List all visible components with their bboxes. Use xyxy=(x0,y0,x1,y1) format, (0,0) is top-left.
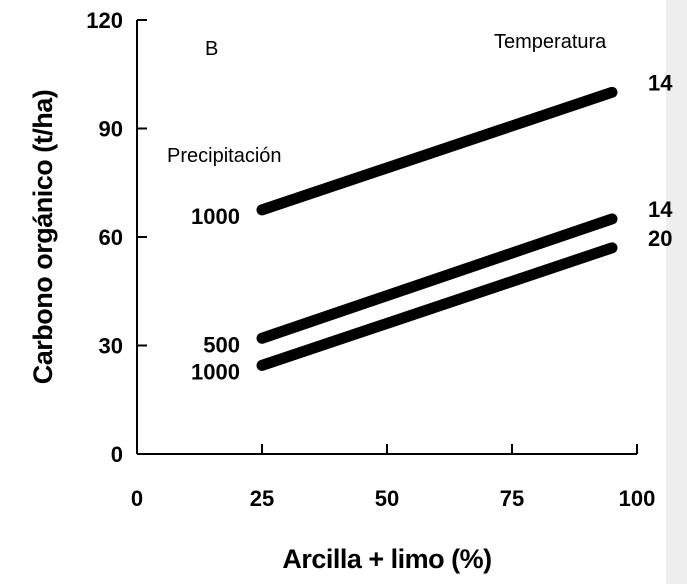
precipitation-label: 1000 xyxy=(191,359,240,384)
x-axis-title: Arcilla + limo (%) xyxy=(282,544,491,574)
x-ticks: 0 25 50 75 100 xyxy=(131,444,655,511)
y-tick-label: 30 xyxy=(99,334,123,359)
y-tick-label: 0 xyxy=(111,442,123,467)
x-tick-label: 0 xyxy=(131,486,143,511)
y-tick-label: 60 xyxy=(99,225,123,250)
y-axis-title: Carbono orgánico (t/ha) xyxy=(28,90,58,385)
series-line xyxy=(256,86,618,216)
page-edge-strip xyxy=(666,0,687,584)
series-line xyxy=(256,213,618,344)
x-tick-label: 100 xyxy=(619,486,656,511)
precipitation-header: Precipitación xyxy=(167,145,282,167)
y-tick-label: 120 xyxy=(86,8,123,33)
x-tick-label: 50 xyxy=(375,486,399,511)
temperature-header: Temperatura xyxy=(494,31,607,53)
panel-label: B xyxy=(205,38,218,60)
x-tick-label: 75 xyxy=(500,486,524,511)
x-tick-label: 25 xyxy=(250,486,274,511)
y-tick-label: 90 xyxy=(99,117,123,142)
temperature-label: 14 xyxy=(648,197,673,222)
precipitation-label: 500 xyxy=(203,332,240,357)
series-group: 1000 14 500 14 1000 20 xyxy=(191,70,673,384)
precipitation-label: 1000 xyxy=(191,204,240,229)
temperature-label: 20 xyxy=(648,226,672,251)
temperature-label: 14 xyxy=(648,70,673,95)
series-line xyxy=(256,242,618,371)
y-ticks: 0 30 60 90 120 xyxy=(86,8,147,467)
